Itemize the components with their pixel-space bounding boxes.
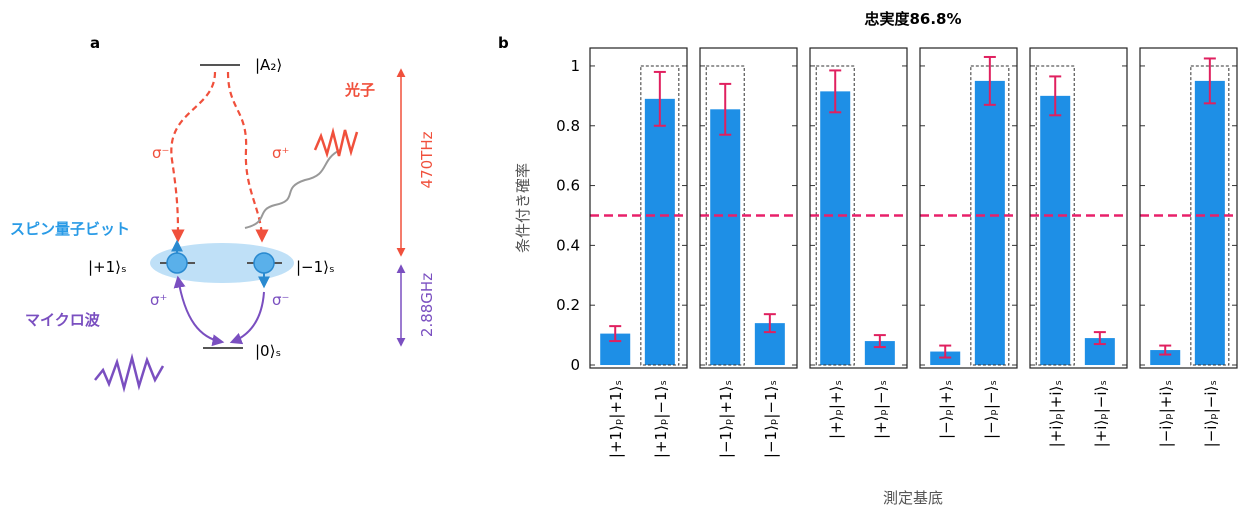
transition	[226, 71, 269, 243]
panel-label: b	[498, 34, 509, 52]
x-tick-label: |−⟩ₚ|−⟩ₛ	[982, 380, 1000, 439]
frequency-label: 470THz	[418, 131, 436, 188]
polarization-label: σ⁺	[150, 291, 167, 309]
x-axis-label: 測定基底	[883, 489, 943, 507]
plot-frame	[1139, 47, 1238, 369]
y-tick-label: 0	[570, 356, 580, 374]
level-label: |0⟩ₛ	[255, 342, 281, 360]
level-diagram: a |A₂⟩ 光子 σ⁻ σ⁺ スピン量子ビット |+1⟩ₛ |−1⟩ₛ σ⁺ …	[10, 34, 436, 393]
level-label: |+1⟩ₛ	[88, 258, 127, 276]
microwave-label: マイクロ波	[25, 311, 101, 329]
panel-label: a	[90, 34, 100, 52]
photon-label: 光子	[344, 81, 375, 99]
x-tick-label: |+⟩ₚ|−⟩ₛ	[872, 380, 890, 439]
x-tick-label: |+⟩ₚ|+⟩ₛ	[827, 380, 845, 439]
x-tick-label: |−i⟩ₚ|+i⟩ₛ	[1157, 380, 1175, 447]
transition	[173, 275, 225, 347]
polarization-label: σ⁻	[272, 291, 289, 309]
x-tick-label: |+i⟩ₚ|−i⟩ₛ	[1092, 380, 1110, 447]
plot-frame	[589, 47, 688, 369]
level-label: |A₂⟩	[255, 56, 282, 74]
y-tick-label: 1	[570, 57, 580, 75]
x-tick-label: |+i⟩ₚ|+i⟩ₛ	[1047, 380, 1065, 447]
chart-title: 忠実度86.8%	[864, 10, 961, 28]
x-tick-label: |−1⟩ₚ|+1⟩ₛ	[717, 380, 735, 458]
level-label: |−1⟩ₛ	[296, 258, 335, 276]
bar	[1040, 95, 1071, 366]
x-tick-label: |+1⟩ₚ|−1⟩ₛ	[652, 380, 670, 458]
polarization-label: σ⁻	[152, 144, 169, 162]
microwave-wave	[94, 353, 165, 393]
x-tick-label: |−⟩ₚ|+⟩ₛ	[937, 380, 955, 439]
frequency-label: 2.88GHz	[418, 273, 436, 337]
x-tick-label: |+1⟩ₚ|+1⟩ₛ	[607, 380, 625, 458]
y-tick-label: 0.4	[556, 236, 580, 254]
bar	[1150, 350, 1181, 366]
qubit-label: スピン量子ビット	[10, 220, 130, 238]
transition	[170, 71, 217, 243]
y-axis-label: 条件付き確率	[514, 163, 532, 253]
qubit-region	[150, 243, 294, 283]
y-tick-label: 0.8	[556, 117, 580, 135]
y-tick-label: 0.6	[556, 177, 580, 195]
plot-frame	[699, 47, 798, 369]
plot-frame	[919, 47, 1018, 369]
bar	[1194, 80, 1225, 366]
bar	[710, 109, 741, 366]
plot-frame	[809, 47, 908, 369]
bar	[644, 98, 675, 366]
photon-wave	[313, 127, 359, 159]
spin	[253, 252, 275, 274]
spin	[166, 252, 188, 274]
plot-frame	[1029, 47, 1128, 369]
bar	[864, 341, 895, 366]
polarization-label: σ⁺	[272, 144, 289, 162]
x-tick-label: |−1⟩ₚ|−1⟩ₛ	[762, 380, 780, 458]
bar	[820, 91, 851, 366]
y-tick-label: 0.2	[556, 296, 580, 314]
transition	[229, 291, 265, 345]
bar	[974, 80, 1005, 366]
x-tick-label: |−i⟩ₚ|−i⟩ₛ	[1202, 380, 1220, 447]
photon-path	[244, 149, 341, 229]
